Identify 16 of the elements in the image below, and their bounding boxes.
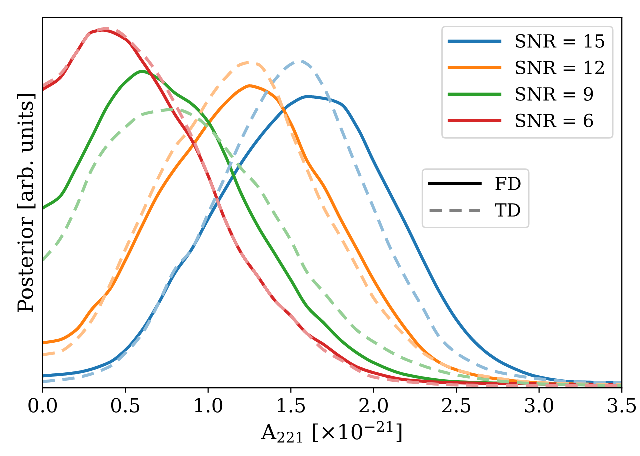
x-tick-label: 1.5 <box>278 398 306 413</box>
legend-label: SNR = 12 <box>516 60 604 75</box>
x-tick-label: 1.0 <box>195 398 223 413</box>
x-tick-label: 0.5 <box>111 398 140 413</box>
x-tick-label: 3.0 <box>525 398 554 413</box>
legend-label: SNR = 6 <box>516 114 594 128</box>
x-tick-label: 0.0 <box>28 398 58 413</box>
legend-label: SNR = 15 <box>516 34 604 48</box>
annotation: FD <box>496 177 521 190</box>
y-axis-title: Posterior [arb. units] <box>17 94 36 312</box>
legend-label: SNR = 9 <box>516 87 594 102</box>
x-axis-title: A$_{221}$ [×10$^{−21}$] <box>261 421 402 443</box>
x-tick-label: 2.5 <box>442 398 471 413</box>
x-tick-label: 3.5 <box>608 398 636 413</box>
annotation: TD <box>494 204 520 217</box>
x-tick-label: 2.0 <box>360 398 388 413</box>
